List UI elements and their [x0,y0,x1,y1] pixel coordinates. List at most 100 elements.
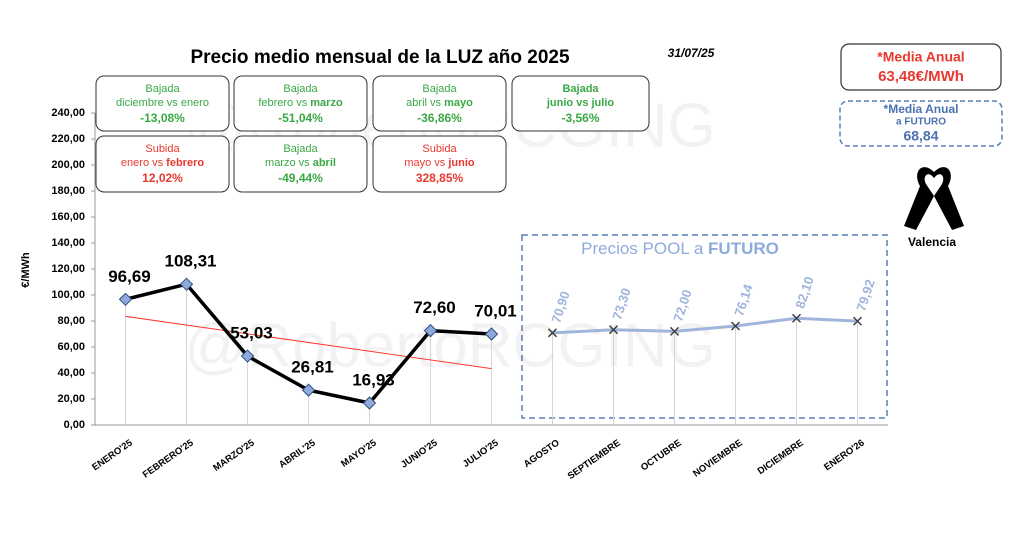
date: 31/07/25 [668,46,715,60]
data-label: 16,93 [352,370,395,389]
series-line [552,316,858,335]
data-label: 79,92 [853,278,877,314]
annotation-text: febrero vs marzo [258,97,343,109]
data-label: 26,81 [291,358,334,377]
y-tick-label: 220,00 [51,133,85,145]
x-tick-label: MAYO'25 [339,437,379,470]
marker [362,396,377,410]
annotation-box [95,135,230,193]
annotation-text-part: abril vs [406,97,444,109]
annotation-box [233,135,368,193]
x-tick-label: SEPTIEMBRE [566,438,623,482]
y-tick-label: 100,00 [51,289,85,301]
trendline [125,315,492,370]
annotation-value: 328,85% [416,171,464,185]
marker [484,327,499,341]
annotation-text-part: junio vs julio [546,97,615,109]
y-tick-label: 20,00 [57,393,85,405]
media-futuro-label: a FUTURO [896,117,946,128]
media-anual-box [840,43,1002,91]
annotation-text: enero vs febrero [121,157,204,169]
annotation-value: 12,02% [142,171,183,185]
future-region [521,234,888,419]
future-title-part: Precios POOL a [581,239,708,258]
marker [852,316,863,326]
annotation-value: -13,08% [140,111,185,125]
media-futuro-value: 68,84 [903,128,938,144]
annotation-box [511,75,650,132]
data-label: 82,10 [792,275,816,311]
y-tick-label: 0,00 [64,419,85,431]
annotation-box [233,75,368,132]
annotation-title: Subida [422,143,457,155]
annotation-value: -3,56% [561,111,599,125]
marker [669,326,680,336]
marker [118,292,133,307]
data-label: 70,01 [474,301,517,320]
annotation-text: diciembre vs enero [116,97,209,109]
future-title: Precios POOL a FUTURO [581,239,779,258]
marker [608,325,619,335]
y-tick-label: 140,00 [51,237,85,249]
annotation-text-part: marzo [310,97,343,109]
y-tick-label: 60,00 [57,341,85,353]
media-anual-value: 63,48€/MWh [878,68,964,85]
annotation-text: mayo vs junio [404,157,475,169]
annotation-box [372,75,507,132]
annotation-text-part: febrero vs [258,97,310,109]
x-tick-label: AGOSTO [522,438,562,471]
data-label: 108,31 [165,252,217,271]
y-tick-label: 160,00 [51,211,85,223]
data-label: 53,03 [230,324,273,343]
data-label: 96,69 [108,267,151,286]
annotation-text-part: mayo [444,97,473,109]
marker [791,313,802,323]
city: Valencia [908,235,956,249]
annotation-title: Bajada [283,83,318,95]
annotation-text-part: abril [313,157,336,169]
x-tick-label: ABRIL'25 [277,437,318,470]
marker [730,321,741,331]
x-tick-label: ENERO'25 [90,437,135,473]
marker [179,277,194,291]
mourning-ribbon [904,167,964,230]
y-tick-label: 40,00 [57,367,85,379]
media-futuro-box [839,100,1003,147]
x-tick-label: FEBRERO'25 [141,437,196,480]
annotation-text-part: diciembre vs enero [116,97,209,109]
annotation-title: Bajada [422,83,457,95]
marker [547,328,558,338]
annotation-title: Subida [145,143,180,155]
y-tick-label: 240,00 [51,107,85,119]
future-title-part: FUTURO [708,239,779,258]
y-tick-label: 120,00 [51,263,85,275]
annotation-value: -49,44% [278,171,323,185]
x-tick-label: JULIO'25 [461,437,501,470]
annotation-box [372,135,507,193]
y-tick-label: 80,00 [57,315,85,327]
watermark: @RobertoRCGING [184,311,716,380]
data-label: 72,60 [413,298,456,317]
annotation-text-part: febrero [166,157,204,169]
x-tick-label: DICIEMBRE [756,438,806,478]
data-label: 76,14 [731,282,756,318]
annotation-value: -36,86% [417,111,462,125]
annotation-text-part: marzo vs [265,157,313,169]
x-tick-label: ENERO'26 [822,438,866,474]
x-tick-label: JUNIO'25 [399,437,440,470]
annotation-text: junio vs julio [546,97,615,109]
annotation-title: Bajada [145,83,180,95]
x-tick-label: MARZO'25 [211,437,257,474]
x-tick-label: OCTUBRE [639,438,684,474]
annotation-text: marzo vs abril [265,157,336,169]
annotation-box [95,75,230,132]
y-tick-label: 200,00 [51,159,85,171]
annotation-title: Bajada [562,83,599,95]
media-anual-label: *Media Anual [877,49,964,65]
annotation-title: Bajada [283,143,318,155]
marker [240,349,255,363]
y-axis-label: €/MWh [20,252,32,288]
media-futuro-label: *Media Anual [884,102,959,116]
annotation-text-part: enero vs [121,157,166,169]
